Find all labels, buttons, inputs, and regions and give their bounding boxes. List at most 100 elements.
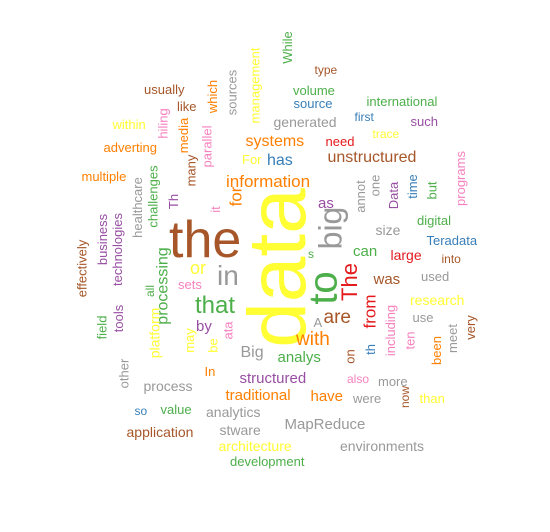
cloud-word: digital: [417, 212, 451, 228]
cloud-word: into: [441, 252, 461, 266]
cloud-word: as: [318, 194, 334, 212]
cloud-word: media: [175, 117, 191, 153]
cloud-word: data: [231, 188, 323, 348]
cloud-word: has: [267, 152, 293, 169]
cloud-word: can: [353, 242, 378, 260]
cloud-word: information: [226, 171, 311, 191]
cloud-word: programs: [452, 150, 468, 206]
cloud-word: with: [296, 328, 330, 350]
cloud-word: need: [325, 133, 355, 149]
cloud-word: meet: [444, 323, 460, 353]
cloud-word: but: [424, 180, 440, 200]
cloud-word: systems: [245, 133, 305, 150]
cloud-word: Big: [240, 344, 264, 361]
cloud-word: structured: [239, 369, 307, 387]
cloud-word: application: [126, 424, 194, 440]
cloud-word: which: [204, 79, 220, 113]
cloud-word: in: [217, 260, 239, 291]
cloud-word: The: [336, 263, 362, 301]
cloud-word: annot: [352, 179, 368, 213]
cloud-word: unstructured: [327, 149, 417, 166]
cloud-word: environments: [340, 438, 425, 454]
cloud-word: large: [390, 247, 422, 263]
cloud-word: now: [398, 385, 413, 409]
cloud-word: all: [143, 284, 158, 298]
cloud-word: challenges: [145, 164, 161, 228]
cloud-word: type: [314, 63, 338, 77]
cloud-word: MapReduce: [284, 415, 366, 433]
cloud-word: ata: [220, 320, 236, 340]
cloud-word: use: [412, 309, 434, 325]
cloud-word: from: [360, 294, 380, 328]
cloud-word: were: [353, 390, 382, 406]
cloud-word: Data: [385, 181, 401, 209]
cloud-word: generated: [273, 114, 337, 130]
cloud-word: field: [94, 315, 110, 339]
cloud-word: management: [247, 47, 263, 123]
cloud-word: traditional: [225, 386, 291, 404]
cloud-word: than: [419, 390, 445, 406]
cloud-word: first: [354, 110, 374, 124]
cloud-word: technologies: [109, 212, 125, 286]
cloud-word: effectively: [74, 239, 90, 297]
cloud-word: be: [205, 337, 221, 353]
cloud-word: size: [375, 222, 401, 238]
cloud-word: like: [177, 98, 197, 114]
cloud-word: Th: [165, 193, 181, 209]
cloud-word: so: [134, 404, 148, 418]
cloud-word: Teradata: [426, 232, 478, 248]
cloud-word: sets: [178, 276, 202, 292]
cloud-word: on: [342, 348, 358, 364]
cloud-word: been: [428, 335, 444, 365]
cloud-word: many: [183, 154, 199, 186]
cloud-word: may: [181, 327, 197, 353]
cloud-word: are: [323, 306, 351, 328]
cloud-word: by: [196, 317, 212, 335]
cloud-word: within: [112, 116, 146, 132]
cloud-word: very: [462, 314, 478, 340]
cloud-word: other: [116, 358, 132, 388]
cloud-word: such: [410, 113, 438, 129]
cloud-word: analytics: [206, 404, 261, 420]
cloud-word: development: [230, 453, 305, 469]
cloud-word: stware: [219, 422, 261, 438]
cloud-word: analys: [277, 348, 321, 366]
cloud-word: usually: [144, 81, 185, 97]
cloud-word: research: [410, 292, 465, 308]
cloud-word: more: [378, 373, 408, 389]
cloud-word: the: [169, 211, 242, 269]
cloud-word: sources: [224, 69, 240, 115]
cloud-word: that: [195, 292, 236, 319]
cloud-word: value: [160, 401, 192, 417]
cloud-word: international: [366, 93, 438, 109]
cloud-word: adverting: [103, 139, 157, 155]
cloud-word: s: [308, 247, 314, 261]
cloud-word: A: [313, 314, 323, 330]
cloud-word: one: [367, 174, 383, 196]
cloud-word: was: [373, 270, 401, 288]
cloud-word: for: [226, 186, 246, 206]
cloud-word: multiple: [81, 168, 127, 184]
cloud-word: ten: [402, 330, 418, 350]
cloud-word: trace: [372, 127, 400, 141]
cloud-word: business: [94, 213, 110, 265]
cloud-word: platform: [145, 307, 162, 359]
cloud-word: parallel: [199, 125, 215, 167]
cloud-word: hiling: [155, 107, 171, 139]
cloud-word: While: [279, 30, 295, 64]
cloud-word: or: [190, 258, 207, 278]
cloud-word: volume: [293, 82, 335, 98]
cloud-word: For: [242, 151, 262, 167]
cloud-word: big: [311, 206, 348, 250]
cloud-word: source: [293, 95, 333, 111]
cloud-word: th: [362, 343, 378, 355]
cloud-word: also: [347, 372, 370, 386]
cloud-word: have: [310, 387, 344, 405]
cloud-word: time: [404, 173, 420, 199]
cloud-word: including: [382, 304, 398, 356]
cloud-word: healthcare: [129, 176, 145, 238]
cloud-word: In: [204, 363, 216, 379]
cloud-word: architecture: [218, 438, 292, 454]
cloud-word: tools: [110, 304, 126, 332]
